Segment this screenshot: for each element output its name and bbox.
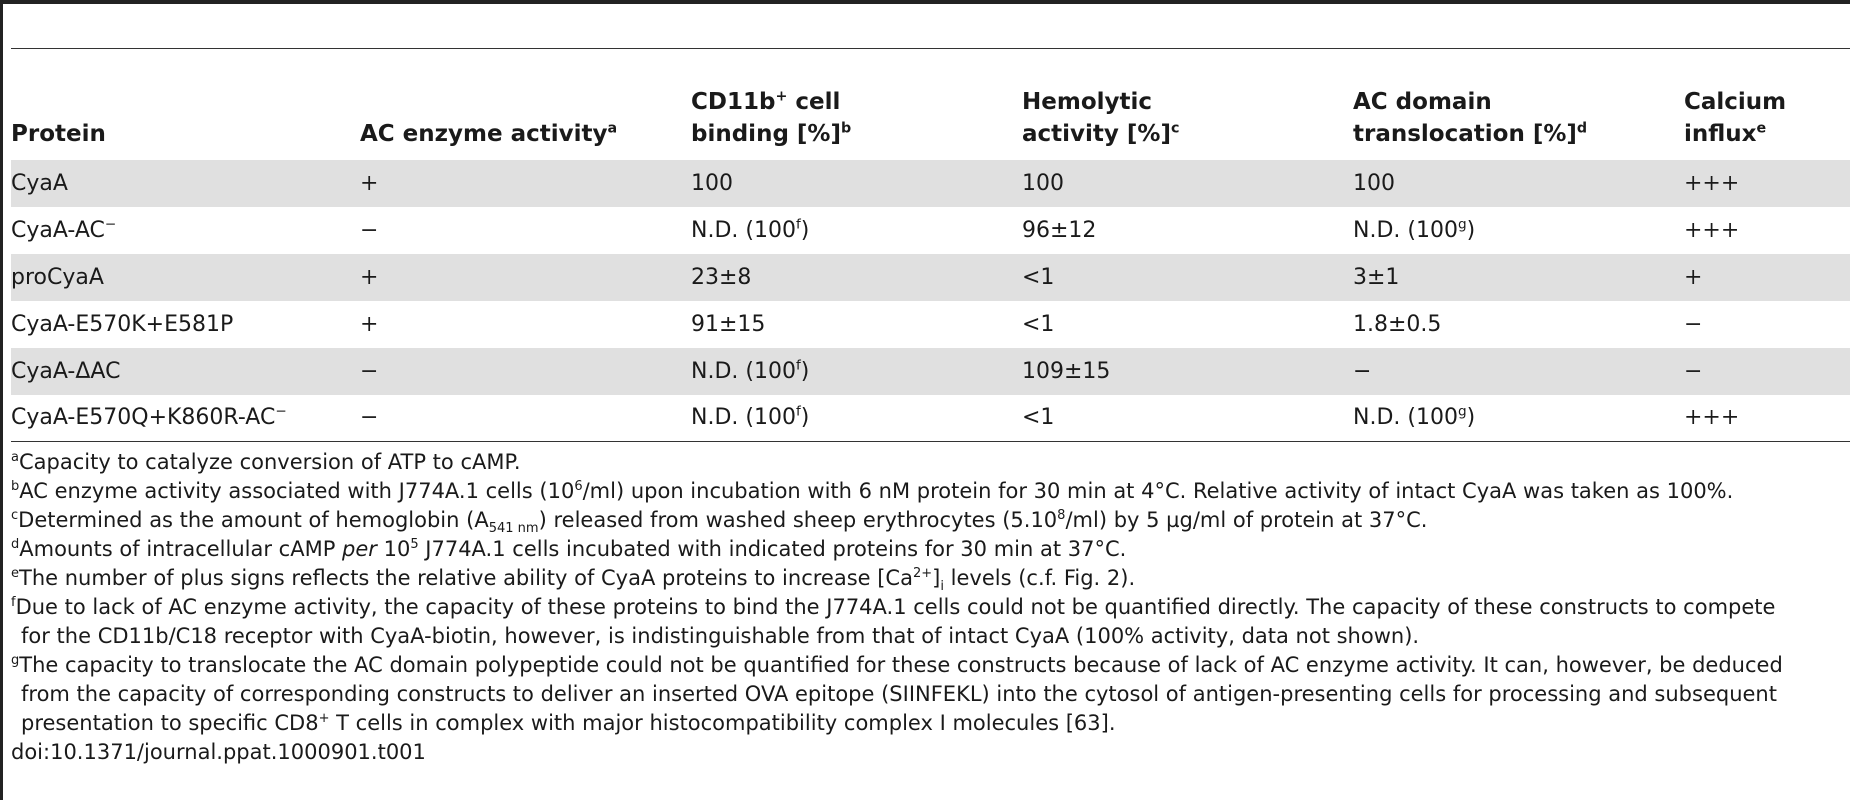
cell-ac-translocation: N.D. (100g)	[1353, 216, 1476, 243]
cell-calcium-influx: −	[1684, 358, 1703, 384]
table-row: CyaA-E570K+E581P +91±15 <1 1.8±0.5 −	[11, 301, 1850, 348]
cell-hemolytic-activity: 96±12	[1022, 217, 1097, 243]
table-row: proCyaA +23±8 <1 3±1 +	[11, 253, 1850, 301]
cell-ac-translocation: 1.8±0.5	[1353, 311, 1442, 337]
footnote-d: dAmounts of intracellular cAMP per 105 J…	[11, 537, 1127, 561]
cell-ac-enzyme-activity: −	[360, 217, 379, 243]
cell-hemolytic-activity: <1	[1022, 311, 1055, 337]
header-cd11b-binding: CD11b+ cell binding [%]b	[691, 87, 852, 147]
table-footnotes: aCapacity to catalyze conversion of ATP …	[11, 448, 1850, 767]
results-table: Protein AC enzyme activitya CD11b+ cell b…	[11, 48, 1850, 442]
cell-hemolytic-activity: <1	[1022, 264, 1055, 290]
footnote-c: cDetermined as the amount of hemoglobin …	[11, 508, 1428, 537]
cell-calcium-influx: −	[1684, 311, 1703, 337]
cell-ac-translocation: −	[1353, 358, 1372, 384]
cell-ac-translocation: N.D. (100g)	[1353, 403, 1476, 431]
header-calcium-influx: Calcium influxe	[1684, 88, 1787, 147]
cell-protein: CyaA-E570Q+K860R-AC−	[11, 403, 287, 431]
cell-ac-enzyme-activity: +	[360, 264, 379, 290]
header-ac-enzyme-activity: AC enzyme activitya	[360, 119, 618, 147]
cell-protein: proCyaA	[11, 264, 104, 290]
footnote-f-continued: for the CD11b/C18 receptor with CyaA-bio…	[21, 624, 1420, 648]
table-row: CyaA +100 100 100 +++	[11, 159, 1850, 207]
cell-ac-enzyme-activity: −	[360, 405, 379, 431]
top-border	[0, 0, 1850, 4]
cell-hemolytic-activity: 100	[1022, 170, 1064, 196]
footnote-e: eThe number of plus signs reflects the r…	[11, 566, 1136, 595]
cell-hemolytic-activity: <1	[1022, 405, 1055, 431]
doi-label: doi:10.1371/journal.ppat.1000901.t001	[11, 740, 426, 764]
cell-protein: CyaA-AC−	[11, 216, 117, 243]
cell-protein: CyaA-ΔAC	[11, 358, 121, 384]
cell-cd11b-binding: N.D. (100f)	[691, 357, 810, 384]
cell-cd11b-binding: N.D. (100f)	[691, 216, 810, 243]
cell-protein: CyaA	[11, 170, 68, 196]
left-border	[0, 0, 3, 800]
cell-cd11b-binding: 91±15	[691, 311, 766, 337]
table-row: CyaA-E570Q+K860R-AC− − N.D. (100f) <1 N.D. (…	[11, 395, 1850, 442]
footnote-g-continued: from the capacity of corresponding const…	[21, 682, 1777, 706]
cell-calcium-influx: +++	[1684, 405, 1740, 431]
cell-calcium-influx: +++	[1684, 170, 1740, 196]
cell-calcium-influx: +	[1684, 264, 1703, 290]
footnote-g: gThe capacity to translocate the AC doma…	[11, 653, 1783, 677]
cell-ac-enzyme-activity: −	[360, 358, 379, 384]
footnote-a: aCapacity to catalyze conversion of ATP …	[11, 450, 521, 474]
cell-ac-translocation: 3±1	[1353, 264, 1400, 290]
cell-calcium-influx: +++	[1684, 217, 1740, 243]
cell-protein: CyaA-E570K+E581P	[11, 311, 234, 337]
header-ac-translocation: AC domain translocation [%]d	[1353, 88, 1588, 147]
cell-hemolytic-activity: 109±15	[1022, 358, 1111, 384]
cell-cd11b-binding: 100	[691, 170, 733, 196]
table-header-row: Protein AC enzyme activitya CD11b+ cell b…	[11, 48, 1850, 160]
table-row: CyaA-AC− − N.D. (100f) 96±12 N.D. (100g) +++	[11, 207, 1850, 254]
cell-ac-enzyme-activity: +	[360, 170, 379, 196]
cell-cd11b-binding: N.D. (100f)	[691, 403, 810, 431]
header-protein: Protein	[11, 120, 106, 147]
header-hemolytic-activity: Hemolytic activity [%]c	[1022, 88, 1180, 147]
cell-cd11b-binding: 23±8	[691, 264, 752, 290]
table-row: CyaA-ΔAC − N.D. (100f) 109±15 − −	[11, 347, 1850, 395]
cell-ac-translocation: 100	[1353, 170, 1395, 196]
footnote-g-continued-2: presentation to specific CD8+ T cells in…	[21, 711, 1116, 735]
footnote-f: fDue to lack of AC enzyme activity, the …	[11, 595, 1776, 619]
cell-ac-enzyme-activity: +	[360, 311, 379, 337]
footnote-b: bAC enzyme activity associated with J774…	[11, 479, 1734, 503]
